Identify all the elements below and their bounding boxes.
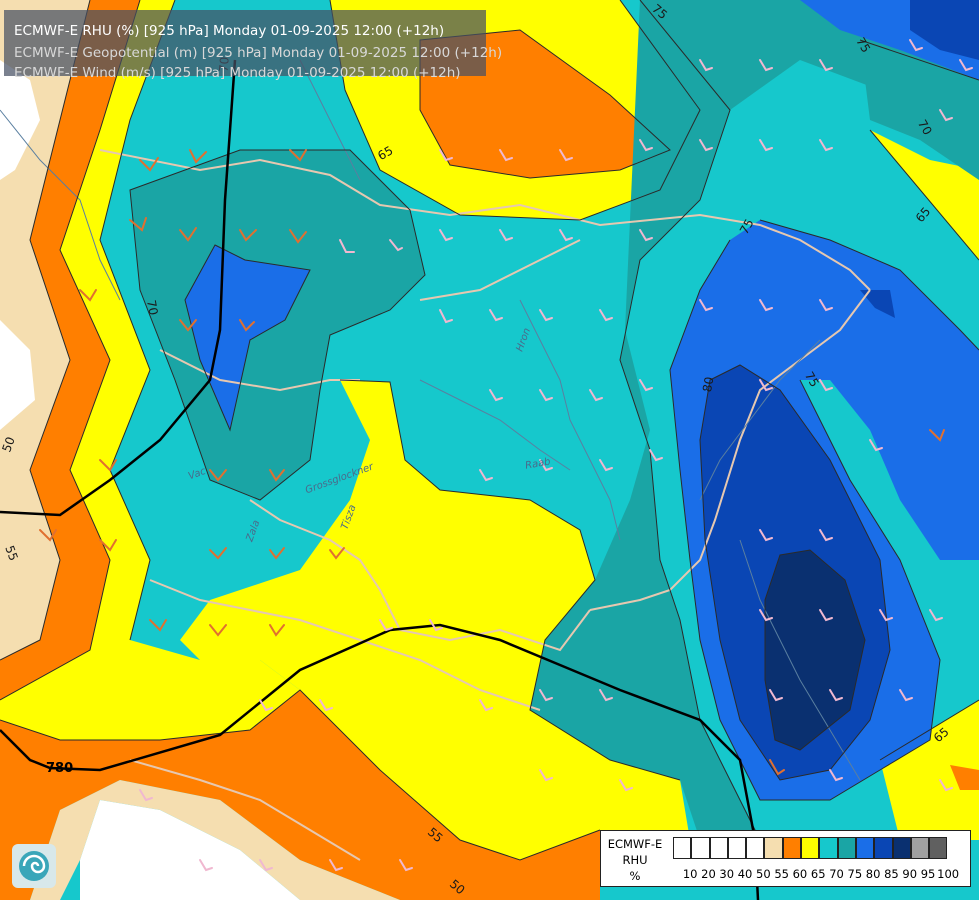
rhu-region-south-white	[80, 800, 300, 900]
legend-tick-label: 100	[937, 867, 960, 881]
title-geopotential: ECMWF-E Geopotential (m) [925 hPa] Monda…	[14, 45, 503, 61]
title-wind: ECMWF-E Wind (m/s) [925 hPa] Monday 01-0…	[14, 65, 461, 81]
title-rhu: ECMWF-E RHU (%) [925 hPa] Monday 01-09-2…	[14, 23, 445, 39]
legend-tick-label: 80	[865, 867, 881, 881]
legend-tick-label: 90	[902, 867, 918, 881]
rhu-region-ne-teal	[860, 40, 979, 180]
contour-label: 65	[375, 143, 395, 163]
legend-swatch	[691, 837, 710, 859]
contour-label: 80	[700, 376, 716, 393]
legend: ECMWF-E RHU % 10 20 30 40 50 55 60 65 70 75 80 85 90…	[600, 830, 971, 887]
rhu-region-south-wheat	[30, 780, 400, 900]
contour-lines	[0, 0, 979, 861]
rhu-region-east-navy	[765, 550, 865, 750]
contour-label: 75	[802, 369, 822, 389]
legend-swatch	[727, 837, 747, 859]
legend-tick-label: 70	[829, 867, 844, 881]
ecmwf-logo-icon	[12, 844, 56, 888]
legend-swatch	[673, 837, 692, 859]
legend-tick-label: 55	[774, 867, 789, 881]
contour-label: 50	[0, 435, 18, 454]
wind-barbs	[39, 39, 973, 872]
legend-title-line3: %	[629, 869, 641, 883]
legend-swatch	[801, 837, 820, 859]
contour-label: 70	[144, 299, 160, 316]
rhu-region-ne-small-darkblue	[860, 290, 895, 318]
rhu-region-se-orange	[950, 765, 979, 790]
legend-swatch	[855, 837, 875, 859]
rivers	[0, 59, 861, 781]
legend-swatch	[746, 837, 765, 859]
rhu-region-south-orange	[0, 690, 600, 900]
title-box: ECMWF-E RHU (%) [925 hPa] Monday 01-09-2…	[4, 10, 502, 81]
legend-tick-label: 60	[792, 867, 808, 881]
rhu-region-east-teal	[530, 0, 979, 840]
borders	[99, 149, 871, 861]
legend-tick-label: 50	[756, 867, 771, 881]
legend-tick-label: 75	[847, 867, 863, 881]
rhu-region-west-orange	[0, 0, 140, 700]
legend-title-line1: ECMWF-E	[607, 837, 663, 851]
legend-title: ECMWF-E RHU %	[601, 836, 669, 884]
legend-tick-label: 40	[737, 867, 753, 881]
rhu-region-west-blue	[185, 245, 310, 430]
legend-swatch	[910, 837, 930, 859]
legend-ticks: 10 20 30 40 50 55 60 65 70 75 80 85 90 95 100	[681, 867, 960, 881]
legend-swatch	[892, 837, 911, 859]
legend-tick-label: 65	[810, 867, 826, 881]
legend-tick-label: 85	[884, 867, 899, 881]
river-label: Raab	[524, 456, 551, 471]
geopotential-label: 780	[46, 761, 73, 776]
rhu-region-west-wheat	[0, 0, 90, 660]
legend-tick-label: 10	[682, 867, 698, 881]
legend-swatch	[709, 837, 728, 859]
contour-label: 75	[737, 216, 757, 236]
rhu-region-west-teal	[130, 150, 425, 500]
rhu-region-se-yellow	[880, 700, 979, 840]
geopotential-isolines	[0, 59, 760, 900]
rhu-region-west-white	[0, 60, 40, 430]
rhu-region-central-yellow	[180, 380, 690, 860]
rhu-region-ne-darkblue	[910, 0, 979, 60]
legend-swatch	[929, 837, 948, 859]
legend-swatch	[874, 837, 893, 859]
contour-label: 75	[853, 35, 873, 55]
legend-title-line2: RHU	[622, 853, 648, 867]
legend-color-row	[673, 837, 948, 859]
legend-swatch	[819, 837, 838, 859]
legend-swatch	[764, 837, 783, 859]
legend-tick-label: 95	[920, 867, 936, 881]
contour-label: 55	[2, 544, 20, 563]
legend-swatch	[782, 837, 802, 859]
legend-tick-label: 20	[701, 867, 716, 881]
legend-swatch	[837, 837, 856, 859]
contour-label: 70	[915, 117, 935, 137]
legend-tick-label: 30	[719, 867, 735, 881]
